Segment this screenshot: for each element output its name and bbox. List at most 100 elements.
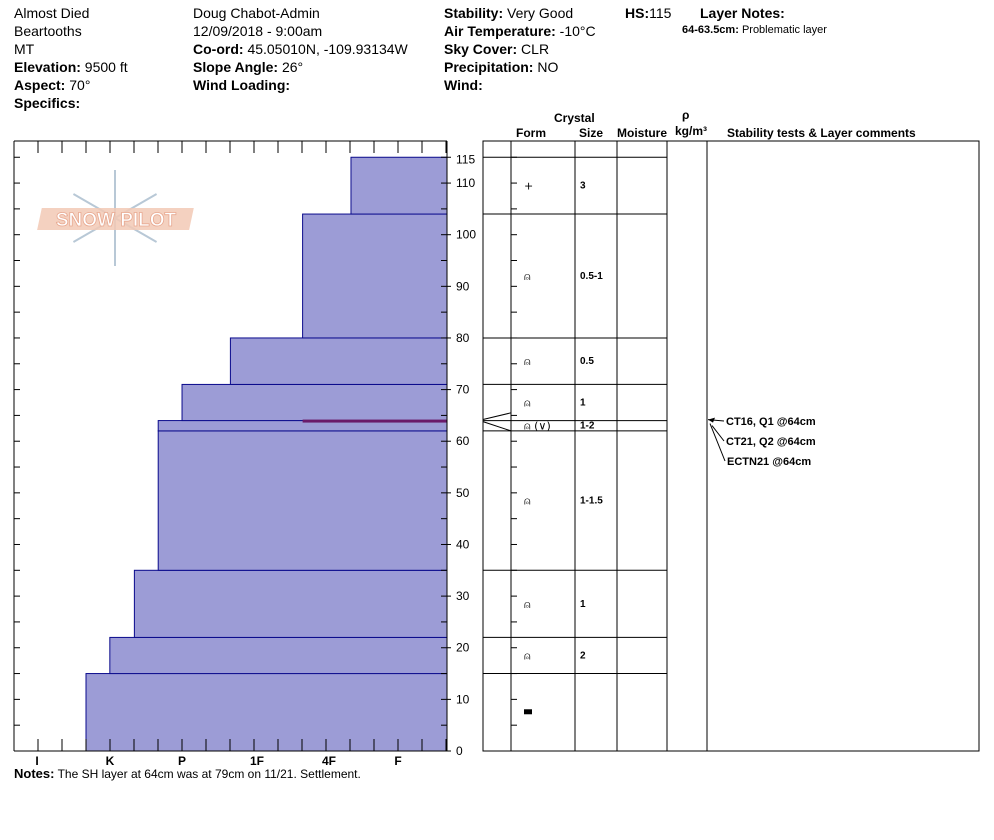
location-name: Almost Died	[14, 5, 90, 21]
elevation-label: Elevation:	[14, 59, 81, 75]
sky-label: Sky Cover:	[444, 41, 518, 57]
slope-angle: Slope Angle: 26°	[193, 58, 303, 76]
density-unit: kg/m³	[675, 124, 708, 138]
hs: HS:115	[625, 4, 671, 22]
aspect-label: Aspect:	[14, 77, 66, 93]
crystal-form-symbol: ⍝	[524, 355, 531, 368]
notes-label: Notes:	[14, 766, 55, 781]
hardness-tick-label: 4F	[322, 754, 336, 768]
wind: Wind:	[444, 76, 483, 94]
state-name: MT	[14, 41, 35, 57]
wind-loading-label: Wind Loading:	[193, 77, 291, 93]
coord-value: 45.05010N, -109.93134W	[247, 41, 408, 57]
coord-label: Co-ord:	[193, 41, 244, 57]
hardness-layer-bar	[109, 636, 448, 675]
crystal-size-label: 2	[580, 650, 586, 661]
specifics-label: Specifics:	[14, 95, 81, 111]
layer-note-text: Problematic layer	[741, 24, 827, 36]
hardness-tick-label: 1F	[250, 754, 264, 768]
hardness-layer-bar	[302, 213, 448, 339]
crystal-form-symbol: +	[524, 180, 533, 193]
notes-text: The SH layer at 64cm was at 79cm on 11/2…	[57, 767, 361, 781]
air-temp-value: -10°C	[559, 23, 596, 39]
stability-arrow	[709, 423, 726, 462]
crystal-form-symbol: ⍝	[524, 649, 531, 662]
stability-test-label: ECTN21 @64cm	[727, 456, 811, 468]
stability-header: Stability tests & Layer comments	[727, 126, 916, 140]
layer-table-frame	[482, 140, 980, 752]
stability-test-label: CT16, Q1 @64cm	[726, 416, 816, 428]
layer-note-range: 64-63.5cm:	[682, 24, 739, 36]
stability-value: Very Good	[507, 5, 574, 21]
depth-tick-label: 20	[456, 641, 470, 655]
depth-tick-label: 80	[456, 331, 470, 345]
crystal-form-symbol: ⍝	[524, 495, 531, 508]
form-header: Form	[516, 126, 546, 140]
sky-value: CLR	[521, 41, 550, 57]
hardness-layer-bar	[181, 383, 448, 422]
hardness-tick-label: I	[35, 754, 38, 768]
hardness-layer-bar	[85, 673, 448, 752]
layer-connector	[482, 421, 512, 432]
moisture-header: Moisture	[617, 126, 668, 140]
logo-banner	[37, 208, 194, 230]
depth-tick-label: 90	[456, 279, 470, 293]
crystal-form-symbol: ⍝	[524, 396, 531, 409]
layer-connector	[482, 412, 512, 421]
air-temperature: Air Temperature: -10°C	[444, 22, 596, 40]
hardness-layer-bar	[133, 569, 448, 638]
air-temp-label: Air Temperature:	[444, 23, 556, 39]
crystal-form-symbol: ⍝	[524, 598, 531, 611]
crystal-size-label: 0.5-1	[580, 271, 603, 282]
notes: Notes: The SH layer at 64cm was at 79cm …	[14, 766, 361, 781]
hardness-layer-bar	[229, 337, 448, 385]
snowpilot-logo: SNOW PILOT	[37, 170, 194, 266]
hs-label: HS:	[625, 5, 650, 21]
crystal-size-label: 0.5	[580, 356, 594, 367]
stability-label: Stability:	[444, 5, 504, 21]
crystal-size-label: 3	[580, 181, 586, 192]
depth-tick-label: 40	[456, 537, 470, 551]
coordinates: Co-ord: 45.05010N, -109.93134W	[193, 40, 408, 58]
range-name: Beartooths	[14, 23, 82, 39]
slope-value: 26°	[281, 59, 304, 75]
density-symbol: ρ	[682, 108, 690, 122]
aspect-value: 70°	[69, 77, 91, 93]
stability: Stability: Very Good	[444, 4, 573, 22]
stability-test-label: CT21, Q2 @64cm	[726, 436, 816, 448]
sky-cover: Sky Cover: CLR	[444, 40, 549, 58]
elevation-value: 9500 ft	[84, 59, 128, 75]
depth-tick-label: 10	[456, 692, 470, 706]
datetime: 12/09/2018 - 9:00am	[193, 23, 323, 39]
depth-tick-label: 30	[456, 589, 470, 603]
depth-tick-label: 60	[456, 434, 470, 448]
depth-tick-label: 0	[456, 744, 463, 758]
aspect: Aspect: 70°	[14, 76, 90, 94]
crystal-size-label: 1-2	[580, 421, 595, 432]
precip-label: Precipitation:	[444, 59, 534, 75]
specifics: Specifics:	[14, 94, 80, 112]
logo-text: SNOW PILOT	[56, 210, 177, 231]
depth-tick-label: 110	[456, 176, 475, 190]
depth-tick-label: 115	[456, 152, 475, 166]
stability-arrow	[711, 425, 725, 442]
wind-loading: Wind Loading:	[193, 76, 290, 94]
precip-value: NO	[537, 59, 559, 75]
wind-label: Wind:	[444, 77, 483, 93]
depth-tick-label: 50	[456, 486, 470, 500]
crystal-size-label: 1	[580, 397, 586, 408]
hardness-tick-label: P	[178, 754, 186, 768]
crystal-form-symbol: ⍝	[524, 270, 531, 283]
arrow-head	[708, 417, 715, 423]
precipitation: Precipitation: NO	[444, 58, 558, 76]
crystal-header: Crystal	[554, 111, 595, 125]
crystal-size-label: 1	[580, 599, 586, 610]
hardness-tick-label: K	[106, 754, 115, 768]
problem-layer-marker	[302, 419, 447, 423]
observer: Doug Chabot-Admin	[193, 5, 320, 21]
depth-tick-label: 100	[456, 228, 476, 242]
hardness-tick-label: F	[394, 754, 401, 768]
hardness-layer-bar	[350, 156, 448, 215]
depth-tick-label: 70	[456, 383, 470, 397]
